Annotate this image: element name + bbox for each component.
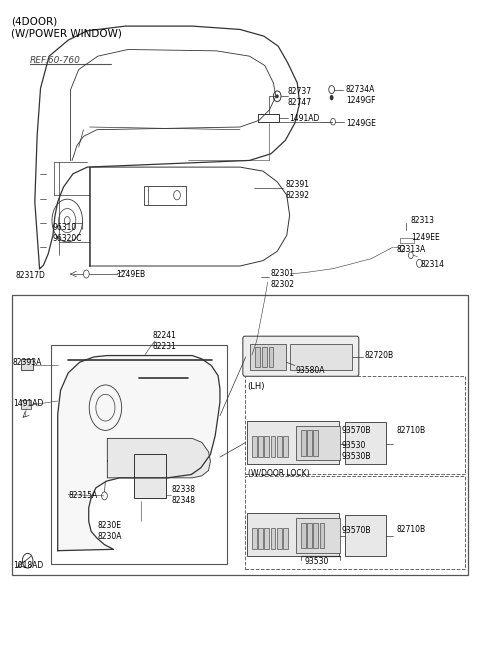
Bar <box>269 347 274 367</box>
Bar <box>245 376 465 474</box>
Bar <box>290 344 352 370</box>
Bar <box>264 435 269 457</box>
Bar <box>247 421 339 464</box>
Bar <box>258 528 263 550</box>
Text: 82710B: 82710B <box>396 525 426 534</box>
Text: 82313: 82313 <box>411 216 435 225</box>
Text: 82301
82302: 82301 82302 <box>271 268 295 289</box>
Text: 82737
82747: 82737 82747 <box>288 87 312 107</box>
Bar <box>283 435 288 457</box>
Text: 1491AD: 1491AD <box>289 115 320 123</box>
Text: 8230E
8230A: 8230E 8230A <box>98 521 122 541</box>
Text: 93530: 93530 <box>304 557 329 566</box>
Bar <box>277 528 281 550</box>
Polygon shape <box>108 438 210 478</box>
Text: 93570B: 93570B <box>341 426 371 435</box>
Text: REF.60-760: REF.60-760 <box>30 56 81 64</box>
Text: 82317D: 82317D <box>16 271 46 280</box>
Bar <box>296 425 340 460</box>
Bar <box>252 528 257 550</box>
Text: 82315A: 82315A <box>68 491 97 500</box>
Bar <box>252 435 257 457</box>
Text: 82734A
1249GF: 82734A 1249GF <box>346 85 375 105</box>
Text: 82338
82348: 82338 82348 <box>171 485 195 505</box>
Bar <box>301 430 306 456</box>
Text: 1249EE: 1249EE <box>411 234 440 242</box>
Text: 1249EB: 1249EB <box>116 270 145 278</box>
Text: 82710B: 82710B <box>396 426 426 435</box>
Text: (W/DOOR LOCK): (W/DOOR LOCK) <box>248 468 309 478</box>
Bar <box>134 454 166 498</box>
Text: (4DOOR): (4DOOR) <box>11 16 57 26</box>
Text: 1491AD: 1491AD <box>13 399 43 408</box>
Text: (LH): (LH) <box>248 382 265 391</box>
Bar <box>247 513 339 556</box>
FancyBboxPatch shape <box>243 336 359 376</box>
Bar <box>345 422 385 464</box>
Bar <box>277 435 281 457</box>
Bar <box>251 344 286 370</box>
Bar <box>12 295 468 575</box>
Bar <box>51 345 227 564</box>
Text: 82313A: 82313A <box>396 246 426 254</box>
Text: 82391
82392: 82391 82392 <box>286 180 310 200</box>
Bar <box>307 523 312 548</box>
Bar <box>283 528 288 550</box>
Bar <box>301 523 306 548</box>
Text: 96310
96320C: 96310 96320C <box>53 223 83 243</box>
Polygon shape <box>58 356 220 551</box>
Bar <box>296 518 340 553</box>
Text: 82241
82231: 82241 82231 <box>152 331 176 351</box>
Bar <box>258 435 263 457</box>
Bar <box>271 528 276 550</box>
Text: 82314: 82314 <box>420 260 444 269</box>
Text: 1018AD: 1018AD <box>13 561 43 570</box>
Bar <box>22 359 33 370</box>
Bar <box>271 435 276 457</box>
Bar <box>264 528 269 550</box>
Bar <box>255 347 260 367</box>
Bar <box>320 523 324 548</box>
Text: 93570B: 93570B <box>341 526 371 535</box>
Bar <box>258 113 279 121</box>
Bar <box>245 476 465 570</box>
Text: (W/POWER WINDOW): (W/POWER WINDOW) <box>11 28 122 38</box>
Circle shape <box>276 94 279 98</box>
Bar <box>22 401 31 409</box>
Bar <box>262 347 267 367</box>
Bar <box>345 515 385 556</box>
Text: 93530
93530B: 93530 93530B <box>341 441 371 461</box>
Bar <box>144 187 186 205</box>
Bar <box>313 430 318 456</box>
Text: 82720B: 82720B <box>364 351 393 360</box>
Bar <box>313 523 318 548</box>
Text: 82393A: 82393A <box>13 358 42 367</box>
Circle shape <box>330 95 334 100</box>
Text: 93580A: 93580A <box>295 366 325 374</box>
Text: 1249GE: 1249GE <box>346 119 376 127</box>
Bar <box>307 430 312 456</box>
